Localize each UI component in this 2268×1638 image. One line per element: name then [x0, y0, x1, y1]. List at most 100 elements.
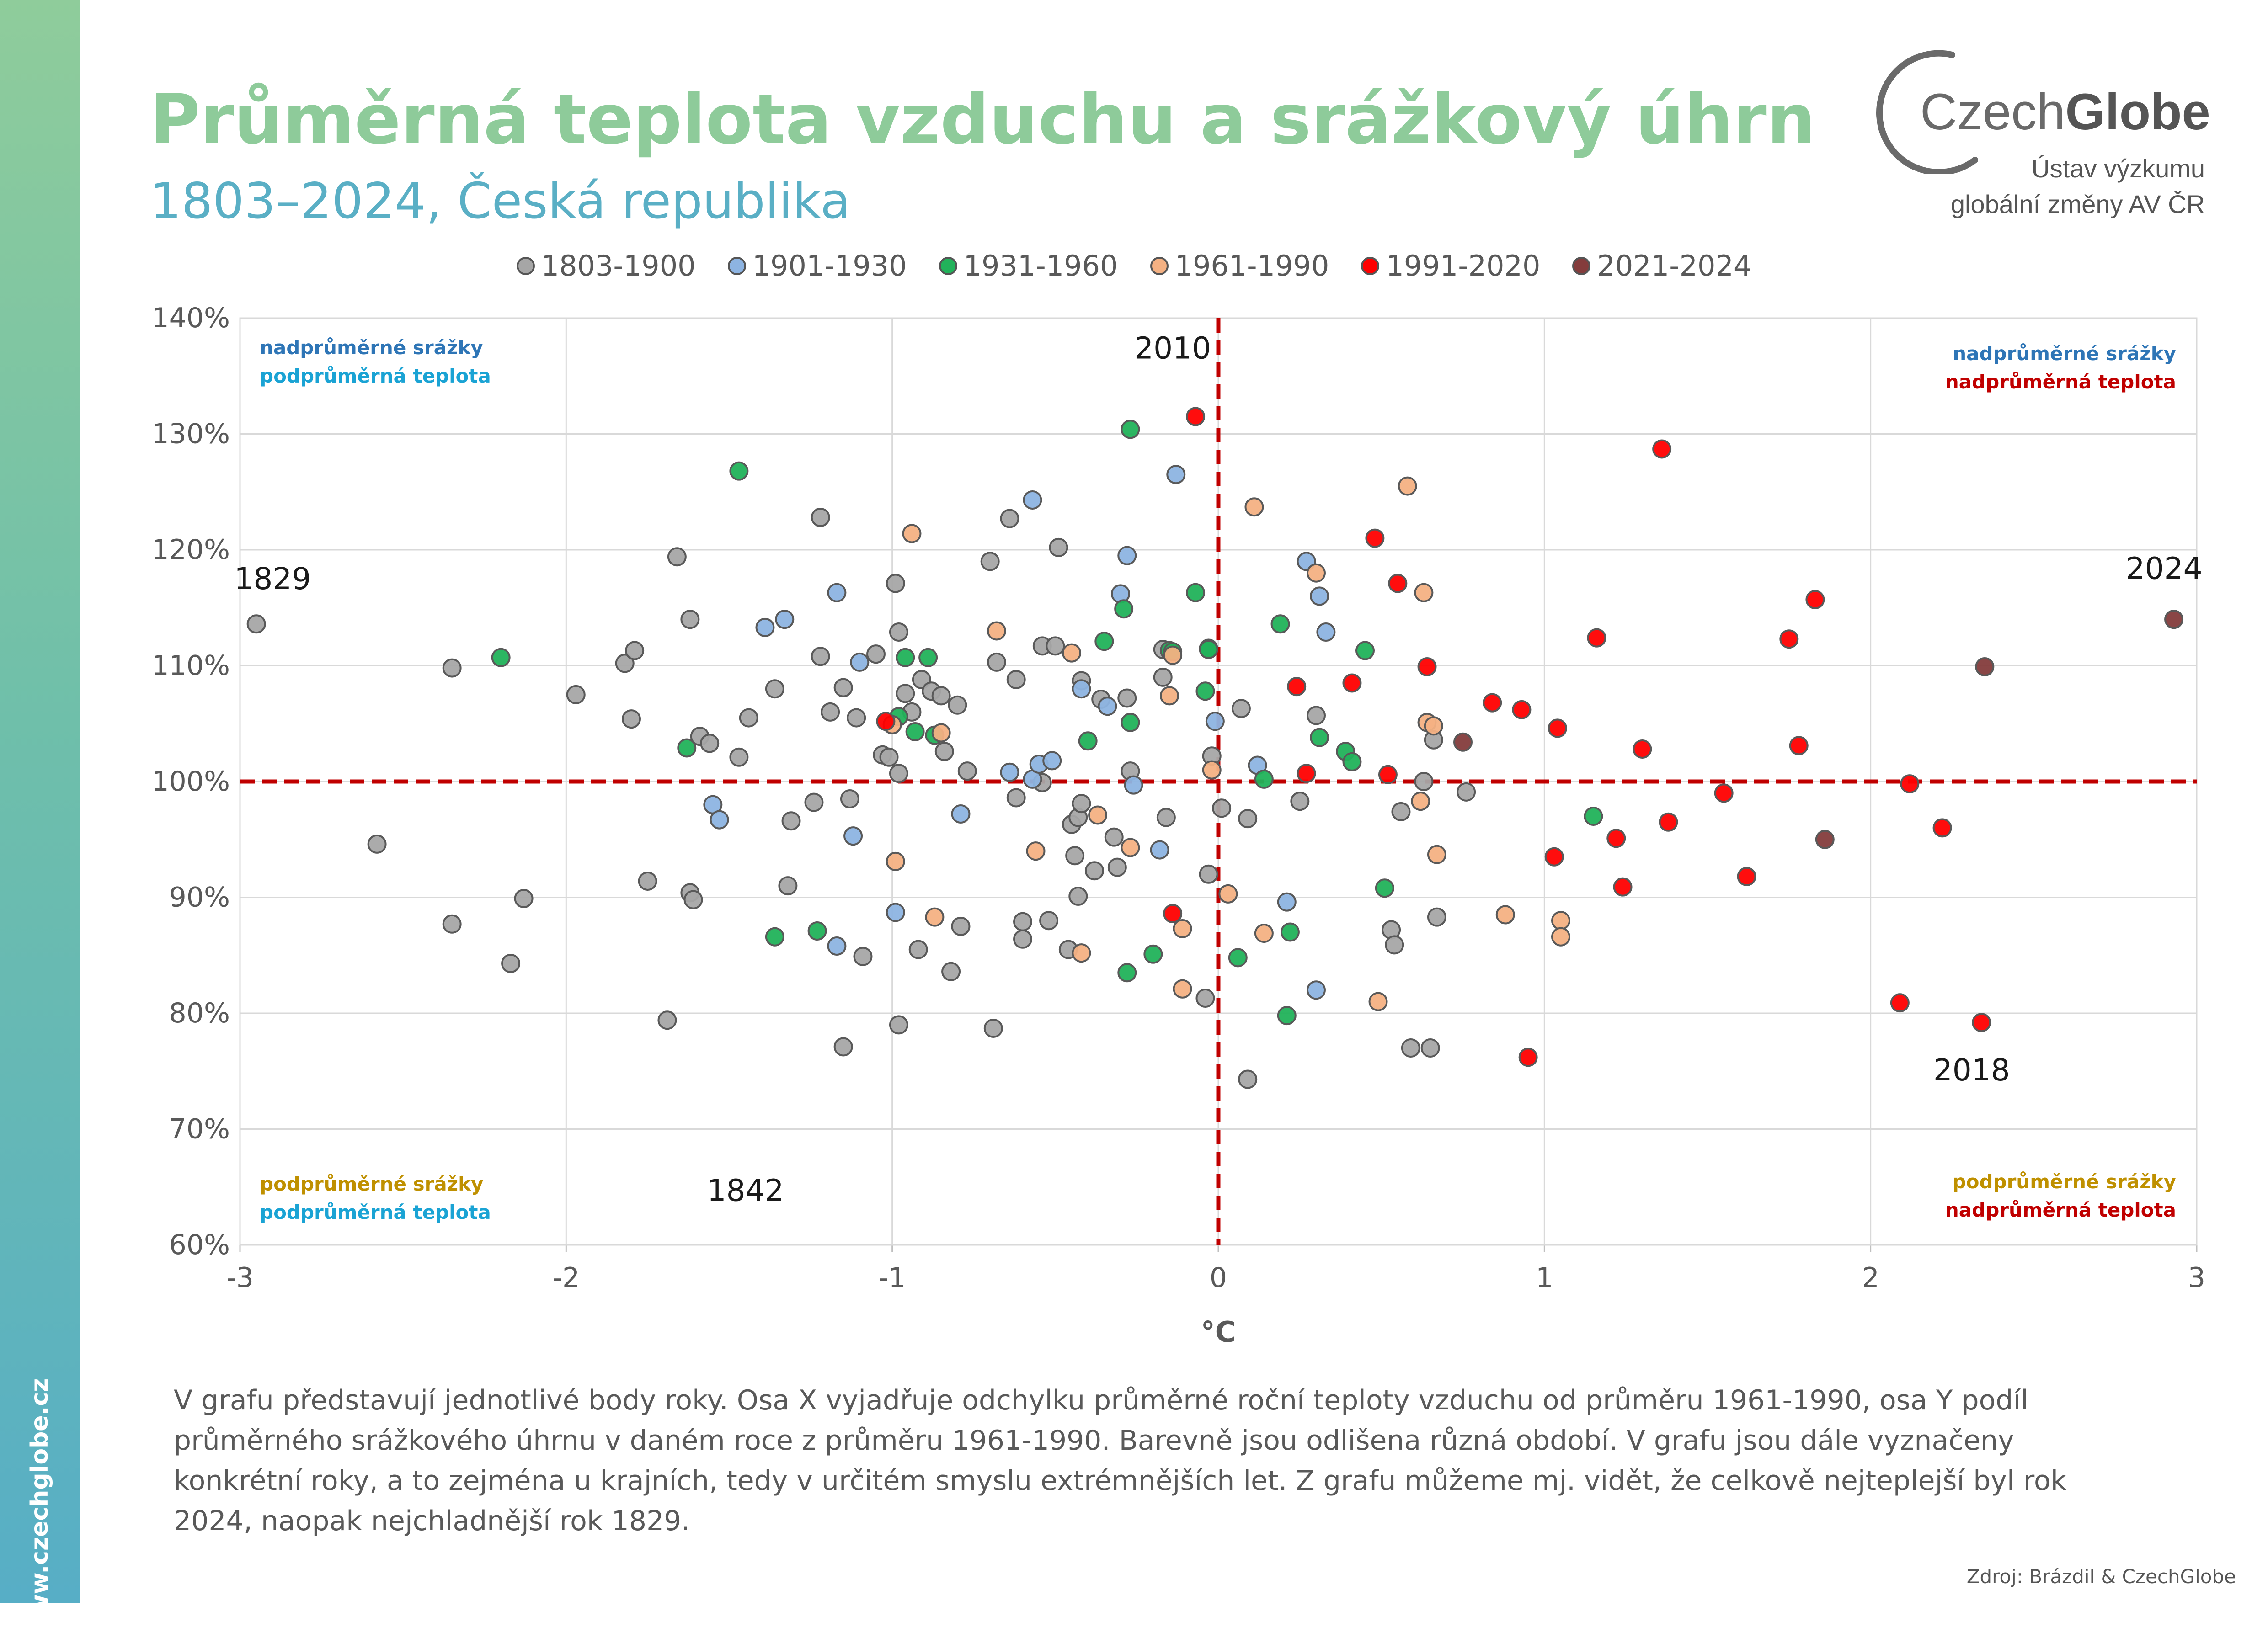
data-point [1900, 774, 1920, 794]
data-point [1427, 907, 1446, 927]
data-point [886, 903, 905, 922]
data-point [833, 678, 853, 697]
data-point [1424, 716, 1443, 736]
data-point [1238, 1069, 1258, 1089]
quadrant-label: nadprůměrná teplota [1945, 371, 2176, 393]
data-point [1173, 919, 1192, 938]
legend-item: 1901-1930 [727, 249, 907, 282]
data-point [1342, 673, 1362, 693]
data-point [1483, 693, 1502, 713]
legend-item: 1931-1960 [939, 249, 1118, 282]
year-annotation: 1842 [707, 1173, 784, 1208]
quadrant-label: podprůměrné srážky [1953, 1170, 2176, 1193]
data-point [1006, 788, 1026, 808]
data-point [1932, 818, 1952, 838]
data-point [1385, 935, 1404, 955]
legend-marker-icon [1150, 256, 1169, 275]
data-point [1411, 792, 1430, 811]
x-tick-label: -3 [226, 1262, 254, 1294]
legend-item: 1961-1990 [1150, 249, 1329, 282]
data-point [1163, 645, 1183, 665]
data-point [1551, 911, 1570, 931]
data-point [1228, 948, 1248, 968]
data-point [1124, 775, 1143, 795]
data-point [1072, 679, 1091, 699]
legend-label: 1931-1960 [963, 249, 1118, 282]
data-point [700, 734, 720, 753]
data-point [625, 641, 645, 660]
data-point [1805, 590, 1825, 610]
logo-name: CzechGlobe [1920, 82, 2210, 141]
data-point [1143, 944, 1163, 964]
quadrant-label: nadprůměrná teplota [1945, 1199, 2176, 1221]
data-point [847, 708, 866, 728]
quadrant-label: nadprůměrné srážky [260, 336, 483, 359]
data-point [2164, 610, 2184, 629]
y-tick-label: 90% [169, 882, 230, 914]
data-point [615, 654, 635, 673]
data-point [1121, 838, 1140, 857]
data-point [905, 722, 925, 741]
data-point [1584, 807, 1603, 826]
data-point [1013, 929, 1032, 949]
data-point [710, 810, 729, 830]
data-point [638, 872, 657, 891]
legend-label: 1961-1990 [1174, 249, 1329, 282]
year-annotation: 1829 [234, 561, 311, 596]
data-point [934, 742, 954, 761]
data-point [1107, 857, 1127, 877]
y-tick-label: 60% [169, 1229, 230, 1261]
data-point [1205, 712, 1225, 731]
data-point [987, 621, 1006, 641]
legend-marker-icon [1572, 256, 1591, 275]
data-point [729, 461, 749, 481]
data-point [1551, 927, 1570, 947]
data-point [896, 648, 915, 667]
data-point [1548, 718, 1567, 738]
data-point [948, 695, 967, 715]
data-point [367, 834, 387, 854]
data-point [866, 644, 886, 664]
data-point [1006, 670, 1026, 689]
data-point [1121, 420, 1140, 439]
data-point [491, 648, 511, 667]
data-point [1659, 812, 1678, 832]
data-point [931, 686, 951, 706]
data-point [1297, 764, 1316, 783]
data-point [876, 712, 896, 731]
source-note: Zdroj: Brázdil & CzechGlobe [1966, 1565, 2236, 1588]
data-point [1042, 751, 1062, 771]
data-point [1652, 439, 1672, 459]
quadrant-label: nadprůměrné srážky [1953, 342, 2176, 365]
data-point [1199, 640, 1218, 659]
data-point [1890, 993, 1910, 1013]
data-point [1453, 732, 1473, 752]
data-point [1307, 980, 1326, 1000]
data-point [1088, 805, 1108, 825]
legend-label: 1803-1900 [541, 249, 696, 282]
data-point [1098, 697, 1117, 716]
legend-item: 1991-2020 [1361, 249, 1540, 282]
data-point [1310, 586, 1329, 606]
data-point [1287, 677, 1307, 697]
data-point [1084, 861, 1104, 881]
data-point [1160, 686, 1179, 706]
y-tick-label: 70% [169, 1113, 230, 1145]
website-url[interactable]: www.czechglobe.cz [26, 1378, 53, 1638]
data-point [1277, 892, 1297, 912]
y-tick-label: 100% [151, 766, 230, 798]
x-axis-label: °C [1201, 1315, 1236, 1349]
data-point [1316, 622, 1336, 642]
data-point [843, 826, 863, 846]
legend-marker-icon [727, 256, 746, 275]
data-point [1231, 699, 1251, 718]
data-point [1195, 989, 1215, 1008]
data-point [778, 876, 798, 896]
data-point [980, 552, 1000, 571]
data-point [987, 652, 1006, 672]
data-point [1114, 599, 1134, 619]
data-point [1000, 762, 1019, 782]
data-point [1153, 667, 1173, 687]
data-point [1202, 760, 1222, 780]
data-point [622, 709, 641, 729]
